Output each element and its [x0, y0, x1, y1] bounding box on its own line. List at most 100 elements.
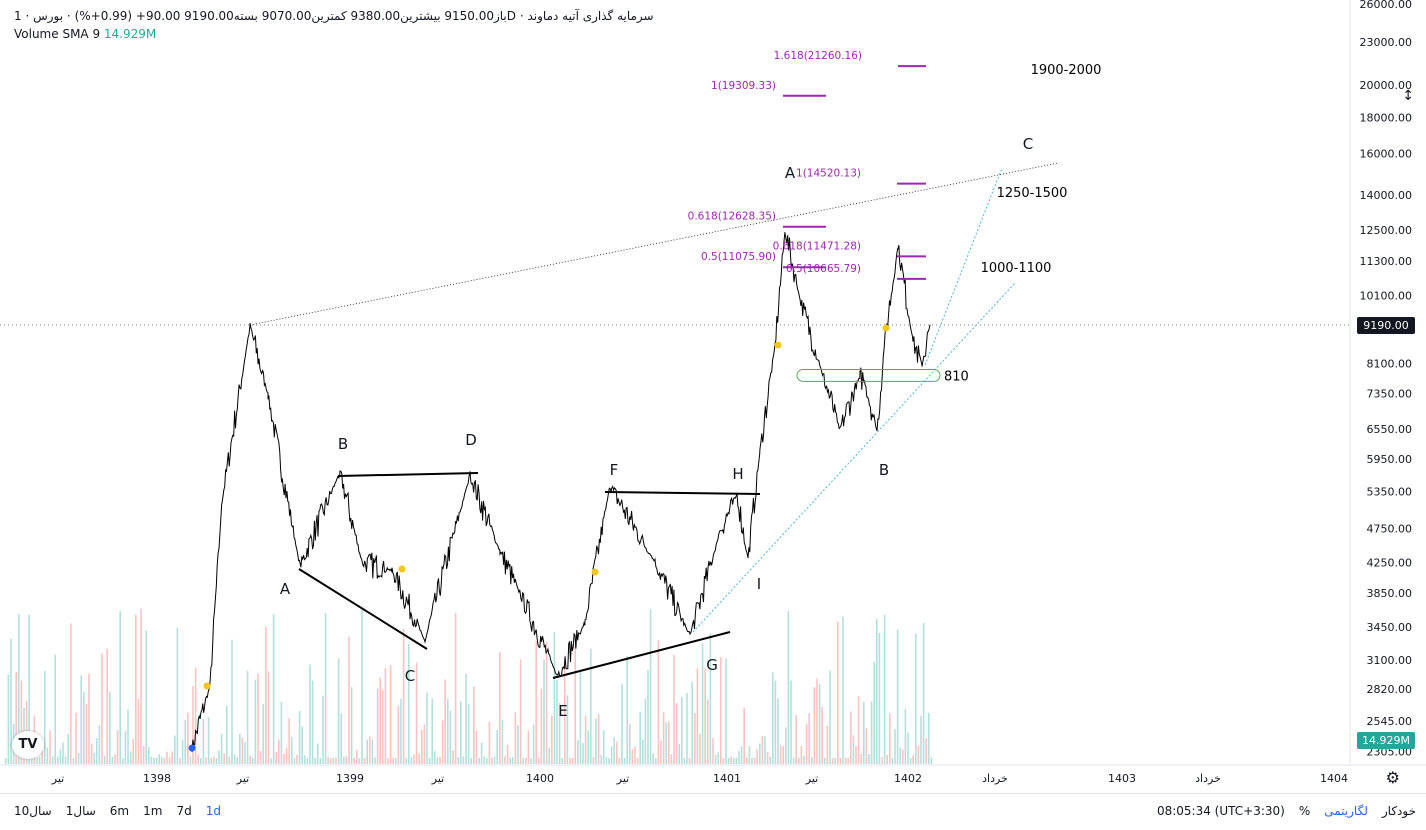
volume-bar: [220, 733, 223, 764]
volume-bar: [779, 744, 782, 764]
gear-icon[interactable]: ⚙: [1385, 768, 1400, 787]
volume-bar: [566, 695, 569, 764]
x-tick-label: 1404: [1320, 772, 1348, 785]
volume-bar: [712, 738, 714, 764]
event-marker: [188, 744, 196, 752]
volume-bar: [891, 757, 894, 764]
volume-bar: [72, 757, 75, 764]
volume-bar: [366, 740, 368, 764]
volume-bar: [103, 756, 106, 764]
volume-bar: [556, 679, 558, 764]
volume-bar: [870, 701, 873, 764]
volume-bar: [249, 755, 251, 764]
volume-bar: [834, 758, 836, 764]
legend-exchange: بورس: [33, 9, 64, 23]
volume-bar: [397, 705, 400, 764]
volume-bar: [324, 613, 327, 764]
range-1y[interactable]: 1سال: [65, 804, 96, 818]
range-10y[interactable]: 10سال: [14, 804, 52, 818]
volume-bar: [608, 758, 610, 764]
volume-bar: [587, 730, 589, 764]
legend-volume-row: Volume SMA 9 14.929M: [14, 25, 654, 43]
range-7d[interactable]: 7d: [176, 804, 192, 818]
volume-bar: [824, 758, 826, 764]
volume-bar: [670, 754, 673, 764]
range-6m[interactable]: 6m: [109, 804, 130, 818]
volume-bar: [813, 687, 816, 764]
volume-bar: [618, 757, 621, 764]
volume-bar: [189, 756, 192, 764]
range-1m[interactable]: 1m: [143, 804, 163, 818]
volume-bar: [275, 751, 277, 764]
x-tick-label: 1403: [1108, 772, 1136, 785]
volume-bar: [652, 753, 654, 764]
volume-bar: [356, 749, 358, 764]
volume-bar: [904, 708, 907, 764]
volume-bar: [444, 679, 446, 764]
volume-bar: [363, 757, 366, 764]
fib-level-label: 1.618(21260.16): [774, 50, 862, 62]
volume-bar: [803, 755, 805, 764]
volume-bar: [226, 705, 228, 764]
volume-bar: [153, 757, 155, 764]
volume-bar: [590, 649, 592, 764]
volume-bar: [358, 758, 361, 764]
volume-bar: [202, 719, 205, 764]
volume-bar: [241, 737, 244, 764]
volume-bar: [657, 640, 660, 764]
volume-bar: [644, 698, 647, 764]
volume-bar: [93, 753, 95, 764]
volume-bar: [662, 712, 665, 764]
range-1d[interactable]: 1d: [205, 804, 221, 818]
volume-bar: [668, 721, 670, 764]
y-tick-label: 5350.00: [1367, 486, 1413, 499]
volume-bar: [743, 707, 745, 764]
volume-bar: [174, 735, 176, 764]
volume-bar: [694, 713, 696, 764]
volume-bar: [857, 696, 860, 764]
volume-bar: [483, 756, 485, 764]
volume-bar: [215, 758, 218, 764]
volume-bar: [787, 611, 790, 764]
volume-bar: [223, 753, 225, 764]
legend-ohlc: باز9150.00 بیشترین9380.00 کمترین9070.00 …: [74, 9, 507, 23]
volume-bar: [426, 692, 428, 764]
volume-bar: [293, 758, 296, 764]
volume-bar: [785, 727, 787, 764]
volume-bar: [558, 702, 561, 764]
volume-bar: [488, 721, 491, 764]
wave-label: I: [757, 575, 761, 593]
volume-bar: [283, 753, 285, 764]
volume-bar: [774, 680, 777, 764]
percent-toggle[interactable]: %: [1298, 804, 1311, 818]
clock-readout[interactable]: 08:05:34 (UTC+3:30): [1156, 804, 1285, 818]
volume-bar: [577, 740, 579, 764]
pattern-line: [298, 568, 428, 650]
volume-bar: [454, 612, 457, 764]
volume-bar: [733, 757, 735, 764]
volume-bar: [915, 633, 917, 764]
volume-bar: [501, 719, 504, 764]
volume-bar: [114, 754, 116, 764]
legend-volume-value: 14.929M: [103, 27, 157, 41]
volume-bar: [467, 704, 470, 764]
volume-bar: [379, 677, 381, 764]
event-marker: [882, 324, 890, 332]
volume-bar: [462, 756, 465, 764]
volume-bar: [176, 627, 179, 764]
y-tick-label: 26000.00: [1360, 0, 1413, 11]
volume-bar: [314, 757, 316, 764]
y-tick-label: 7350.00: [1367, 388, 1413, 401]
auto-toggle[interactable]: خودکار: [1381, 804, 1416, 818]
volume-bar: [532, 724, 535, 764]
chart-canvas[interactable]: A B C D E F G H I A B C 1.618(21260.16) 1(19309.33) 1(…: [0, 0, 1426, 793]
log-toggle[interactable]: لگاریتمی: [1324, 804, 1368, 818]
tradingview-logo[interactable]: TV: [12, 731, 44, 759]
volume-bar: [51, 756, 54, 764]
y-tick-label: 5950.00: [1367, 453, 1413, 466]
scroll-arrow-icon[interactable]: ↕: [1402, 88, 1414, 104]
target-zone-label: 1900-2000: [1031, 63, 1102, 78]
event-marker: [398, 565, 406, 573]
volume-bar: [449, 710, 452, 764]
volume-bar: [101, 653, 103, 764]
